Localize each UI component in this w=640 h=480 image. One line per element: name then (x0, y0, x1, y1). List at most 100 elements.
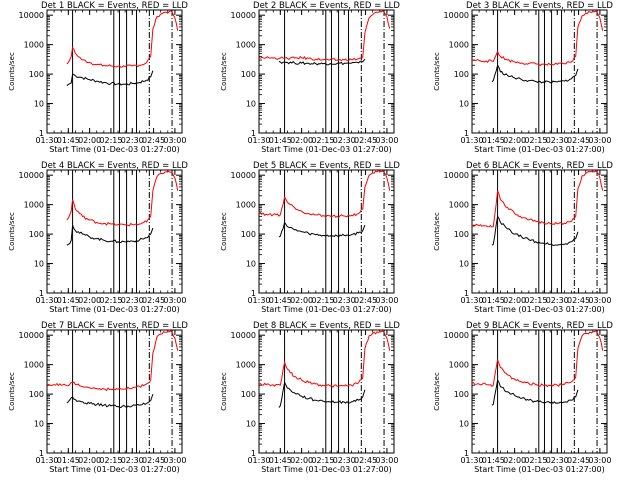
series-events-line (278, 380, 366, 408)
plot-frame (471, 169, 608, 294)
series-lld-line (258, 10, 391, 62)
x-tick-label: 01:45 (482, 456, 505, 465)
x-tick-label: 03:00 (588, 296, 611, 305)
y-tick-label: 1 (39, 289, 44, 298)
y-tick-label: 10 (34, 260, 44, 269)
x-tick-label: 02:00 (290, 296, 313, 305)
y-tick-label: 1 (39, 449, 44, 458)
y-tick-label: 10000 (19, 11, 44, 20)
panel-det-3: 1 10 100 1000 10000 01:3001:4502:0002:1502:30… (433, 1, 613, 154)
y-tick-label: 100 (241, 390, 256, 399)
y-tick-label: 1 (464, 449, 469, 458)
x-tick-label: 01:30 (460, 136, 483, 145)
panel-det-4: 1 10 100 1000 10000 01:3001:4502:0002:1502:30… (8, 161, 188, 314)
x-tick-label: 02:30 (546, 136, 569, 145)
y-tick-label: 1000 (236, 361, 256, 370)
x-tick-label: 03:00 (163, 136, 186, 145)
y-tick-label: 1000 (24, 201, 44, 210)
plot-frame (46, 329, 183, 454)
y-tick-label: 10000 (231, 11, 256, 20)
plot-frame (46, 9, 183, 134)
y-tick-label: 1 (251, 289, 256, 298)
x-tick-label: 02:15 (524, 456, 547, 465)
x-axis-label: Start Time (01-Dec-03 01:27:00) (474, 305, 605, 314)
x-tick-label: 02:30 (546, 456, 569, 465)
x-tick-label: 02:45 (354, 296, 377, 305)
x-tick-label: 02:45 (142, 136, 165, 145)
y-tick-label: 10 (34, 420, 44, 429)
x-tick-label: 02:30 (546, 296, 569, 305)
x-tick-label: 02:00 (78, 136, 101, 145)
x-axis-label: Start Time (01-Dec-03 01:27:00) (49, 305, 180, 314)
x-axis-label: Start Time (01-Dec-03 01:27:00) (261, 465, 392, 474)
y-tick-label: 1000 (449, 201, 469, 210)
x-tick-label: 02:45 (354, 136, 377, 145)
x-tick-label: 01:30 (35, 296, 58, 305)
y-tick-label: 10000 (444, 171, 469, 180)
x-tick-label: 02:15 (311, 456, 334, 465)
y-tick-label: 1000 (236, 41, 256, 50)
x-tick-label: 01:45 (57, 456, 80, 465)
x-tick-label: 02:00 (78, 456, 101, 465)
x-tick-label: 02:15 (99, 456, 122, 465)
x-tick-label: 02:15 (311, 136, 334, 145)
y-tick-label: 10 (459, 260, 469, 269)
series-events-line (491, 215, 579, 247)
y-tick-label: 100 (29, 70, 44, 79)
panel-title: Det 2 BLACK = Events, RED = LLD (253, 1, 400, 11)
y-tick-label: 10000 (231, 171, 256, 180)
panel-det-9: 1 10 100 1000 10000 01:3001:4502:0002:1502:30… (433, 321, 613, 474)
x-tick-label: 02:15 (524, 296, 547, 305)
x-tick-label: 02:30 (121, 296, 144, 305)
x-tick-label: 02:30 (333, 296, 356, 305)
x-tick-label: 02:30 (333, 456, 356, 465)
x-axis-label: Start Time (01-Dec-03 01:27:00) (49, 145, 180, 154)
panel-title: Det 6 BLACK = Events, RED = LLD (466, 161, 613, 171)
x-tick-label: 02:45 (567, 296, 590, 305)
panel-title: Det 8 BLACK = Events, RED = LLD (253, 321, 400, 331)
x-tick-label: 02:00 (290, 136, 313, 145)
x-axis-label: Start Time (01-Dec-03 01:27:00) (49, 465, 180, 474)
x-axis-label: Start Time (01-Dec-03 01:27:00) (474, 465, 605, 474)
x-tick-label: 03:00 (588, 456, 611, 465)
plot-frame (258, 9, 395, 134)
x-tick-label: 02:15 (99, 296, 122, 305)
x-tick-label: 01:45 (269, 456, 292, 465)
x-tick-label: 02:45 (142, 456, 165, 465)
x-tick-label: 01:30 (35, 456, 58, 465)
y-axis-label: Counts/sec (220, 372, 228, 411)
x-tick-label: 02:00 (503, 296, 526, 305)
panel-det-8: 1 10 100 1000 10000 01:3001:4502:0002:1502:30… (220, 321, 400, 474)
series-events-line (491, 378, 579, 406)
y-tick-label: 1 (251, 449, 256, 458)
panel-det-6: 1 10 100 1000 10000 01:3001:4502:0002:1502:30… (433, 161, 613, 314)
series-events-line (66, 225, 154, 246)
series-lld-line (66, 9, 179, 68)
y-tick-label: 100 (241, 230, 256, 239)
x-tick-label: 01:30 (460, 456, 483, 465)
series-lld-line (258, 330, 391, 388)
x-tick-label: 02:45 (142, 296, 165, 305)
panel-title: Det 9 BLACK = Events, RED = LLD (466, 321, 613, 331)
y-tick-label: 100 (454, 70, 469, 79)
panel-det-1: 1 10 100 1000 10000 01:3001:4502:0002:1502:30… (8, 1, 188, 154)
x-tick-label: 01:45 (57, 296, 80, 305)
x-tick-label: 02:15 (311, 296, 334, 305)
plot-frame (471, 9, 608, 134)
y-axis-label: Counts/sec (8, 52, 16, 91)
x-tick-label: 01:45 (57, 136, 80, 145)
series-events-line (278, 221, 366, 238)
x-tick-label: 01:30 (460, 296, 483, 305)
x-tick-label: 03:00 (375, 136, 398, 145)
y-tick-label: 1000 (236, 201, 256, 210)
plot-frame (46, 169, 183, 294)
x-tick-label: 02:30 (121, 456, 144, 465)
x-tick-label: 03:00 (375, 456, 398, 465)
series-lld-line (471, 10, 604, 67)
plot-frame (258, 329, 395, 454)
y-tick-label: 1 (464, 129, 469, 138)
y-tick-label: 10000 (231, 331, 256, 340)
y-tick-label: 1000 (449, 361, 469, 370)
y-tick-label: 10000 (19, 331, 44, 340)
